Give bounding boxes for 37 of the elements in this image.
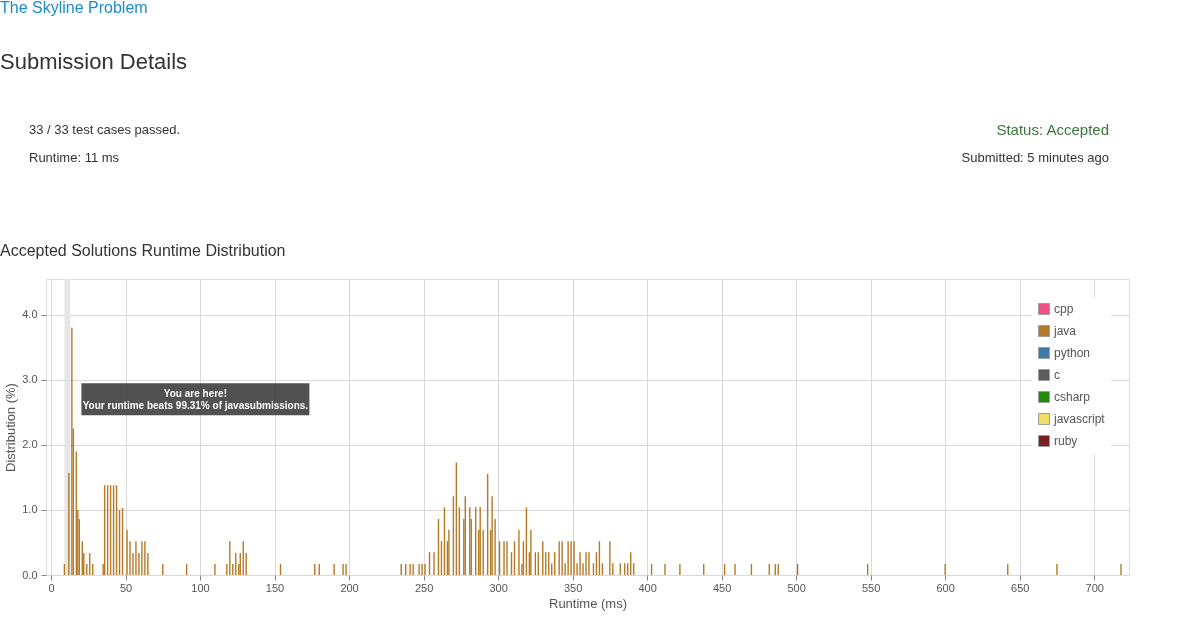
text: Submitted: 5 minutes ago bbox=[961, 150, 1109, 165]
legend-label: python bbox=[1054, 346, 1091, 360]
y-tick-label: 1.0 bbox=[22, 503, 38, 516]
legend-label: ruby bbox=[1054, 434, 1078, 448]
x-tick-label: 700 bbox=[1085, 581, 1104, 594]
chart-title: Accepted Solutions Runtime Distribution bbox=[0, 242, 286, 259]
text: Runtime: 11 ms bbox=[29, 150, 120, 165]
x-tick-label: 500 bbox=[787, 581, 806, 594]
x-tick-label: 50 bbox=[119, 581, 133, 594]
x-tick-label: 250 bbox=[414, 581, 434, 594]
legend-label: cpp bbox=[1054, 302, 1074, 316]
text: Status: Accepted bbox=[996, 121, 1109, 138]
x-tick-label: 0 bbox=[48, 581, 55, 594]
x-tick-label: 350 bbox=[563, 581, 583, 594]
x-tick-label: 650 bbox=[1011, 581, 1030, 594]
y-tick-label: 3.0 bbox=[22, 373, 38, 386]
x-tick-label: 300 bbox=[489, 581, 508, 594]
legend-label: java bbox=[1053, 324, 1077, 338]
annotation: You are here! Your runtime beats 99.31% of javasubmissions. bbox=[82, 388, 309, 412]
x-tick-label: 600 bbox=[936, 581, 955, 594]
x-tick-label: 150 bbox=[265, 581, 285, 594]
legend-label: c bbox=[1054, 368, 1060, 382]
text: The Skyline Problem bbox=[0, 0, 148, 16]
x-tick-label: 100 bbox=[191, 581, 210, 594]
y-tick-label: 2.0 bbox=[22, 438, 38, 451]
x-tick-label: 200 bbox=[340, 581, 359, 594]
y-axis-title: Distribution (%) bbox=[3, 383, 19, 472]
y-tick-label: 0.0 bbox=[22, 568, 38, 581]
legend-label: javascript bbox=[1053, 412, 1106, 426]
y-tick-label: 4.0 bbox=[22, 308, 38, 321]
x-tick-label: 550 bbox=[861, 581, 881, 594]
legend-label: csharp bbox=[1054, 390, 1091, 404]
text: 33 / 33 test cases passed. bbox=[29, 122, 181, 137]
x-tick-label: 400 bbox=[638, 581, 657, 594]
text: Submission Details bbox=[0, 49, 188, 74]
x-axis-title: Runtime (ms) bbox=[548, 595, 628, 611]
x-tick-label: 450 bbox=[712, 581, 732, 594]
